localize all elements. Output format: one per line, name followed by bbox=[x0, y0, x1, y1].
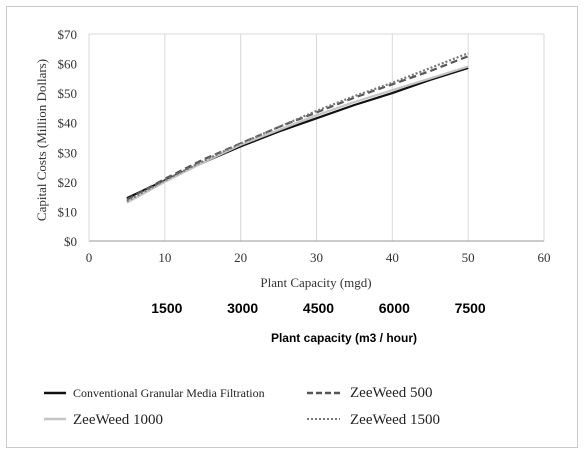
x-axis-title: Plant Capacity (mgd) bbox=[260, 275, 371, 290]
legend-label-series-2: ZeeWeed 500 bbox=[350, 385, 433, 401]
series-line-3 bbox=[126, 65, 469, 204]
legend-label-series-3: ZeeWeed 1000 bbox=[73, 412, 163, 428]
legend: Conventional Granular Media Filtration Z… bbox=[44, 385, 440, 428]
axes bbox=[88, 34, 544, 242]
series-line-4 bbox=[126, 52, 469, 203]
x-tick-label: 20 bbox=[234, 250, 247, 265]
y-tick-label: $0 bbox=[64, 234, 77, 249]
y-tick-label: $20 bbox=[58, 175, 78, 190]
secondary-tick-label: 4500 bbox=[303, 300, 334, 316]
secondary-tick-label: 6000 bbox=[379, 300, 410, 316]
y-tick-label: $60 bbox=[58, 57, 78, 72]
y-tick-label: $40 bbox=[58, 116, 78, 131]
secondary-tick-label: 1500 bbox=[151, 300, 182, 316]
legend-label-series-1: Conventional Granular Media Filtration bbox=[73, 386, 265, 400]
x-tick-label: 10 bbox=[158, 250, 171, 265]
x-tick-label: 50 bbox=[462, 250, 475, 265]
tick-labels: 0 10 20 30 40 50 60 $0 $10 $20 $30 $40 $50 $60 $70 bbox=[58, 27, 551, 265]
chart-frame bbox=[6, 6, 578, 448]
x-tick-label: 0 bbox=[86, 250, 93, 265]
series-layer bbox=[126, 52, 469, 204]
secondary-axis-title: Plant capacity (m3 / hour) bbox=[271, 331, 417, 345]
secondary-tick-label: 7500 bbox=[455, 300, 486, 316]
x-tick-label: 40 bbox=[386, 250, 399, 265]
series-line-1 bbox=[126, 66, 469, 200]
series-line-2 bbox=[126, 55, 469, 201]
x-tick-label: 30 bbox=[310, 250, 323, 265]
y-tick-label: $30 bbox=[58, 145, 78, 160]
y-axis-title: Capital Costs (Million Dollars) bbox=[34, 59, 49, 221]
secondary-tick-label: 3000 bbox=[227, 300, 258, 316]
secondary-axis: 1500 3000 4500 6000 7500 bbox=[151, 300, 486, 316]
y-tick-label: $70 bbox=[58, 27, 78, 42]
x-tick-label: 60 bbox=[538, 250, 551, 265]
grid-lines bbox=[88, 33, 545, 241]
y-tick-label: $10 bbox=[58, 204, 78, 219]
y-tick-label: $50 bbox=[58, 86, 78, 101]
legend-label-series-4: ZeeWeed 1500 bbox=[350, 412, 440, 428]
